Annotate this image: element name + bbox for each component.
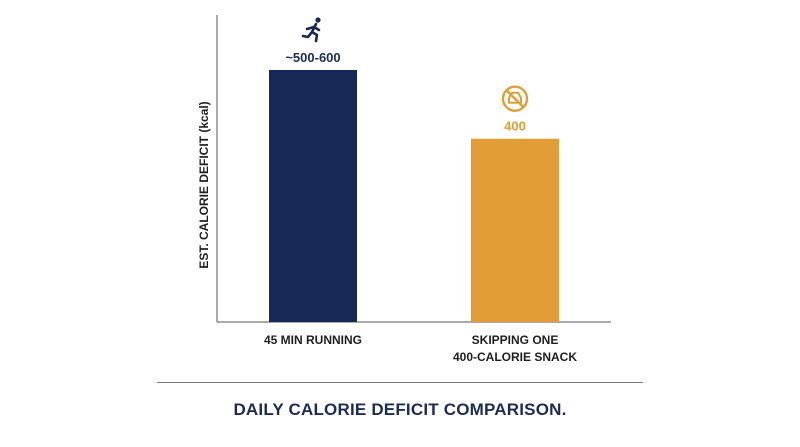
y-axis-label: EST. CALORIE DEFICIT (kcal): [197, 101, 211, 268]
snack-bag: [508, 91, 522, 104]
divider-line: [157, 382, 643, 383]
chart-title: DAILY CALORIE DEFICIT COMPARISON.: [233, 400, 567, 419]
value-label-1: ~500-600: [285, 50, 340, 65]
no-sign-slash: [506, 89, 524, 108]
x-tick-label-2-line-2: 400-CALORIE SNACK: [453, 350, 577, 364]
bar-chart: EST. CALORIE DEFICIT (kcal) ~500-600 45 MI…: [197, 15, 611, 364]
runner-head: [315, 17, 321, 23]
bar-1: [269, 69, 357, 322]
x-tick-label-2-line-1: SKIPPING ONE: [472, 333, 559, 347]
no-sign-circle: [501, 85, 529, 112]
no-food-icon: [501, 85, 529, 112]
x-tick-label-1: 45 MIN RUNNING: [264, 333, 362, 347]
value-label-2: 400: [504, 119, 526, 134]
bar-2: [471, 138, 559, 322]
runner-body: [301, 22, 321, 43]
running-person-icon: [301, 17, 321, 43]
